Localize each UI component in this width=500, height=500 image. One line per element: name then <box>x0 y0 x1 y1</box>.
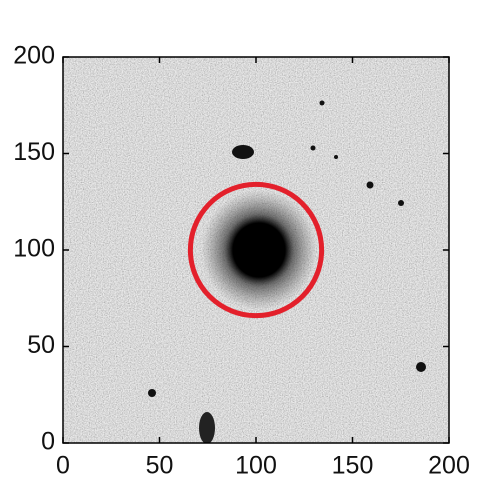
star <box>334 155 338 159</box>
star <box>199 412 215 443</box>
star <box>416 362 426 372</box>
star <box>232 145 254 159</box>
y-tick-label: 150 <box>13 138 55 166</box>
star <box>366 181 374 189</box>
y-tick-label: 0 <box>41 428 55 456</box>
sky-image <box>63 57 449 443</box>
x-tick-label: 0 <box>56 452 70 480</box>
y-tick-label: 100 <box>13 235 55 263</box>
y-tick-label: 50 <box>27 331 55 359</box>
x-tick-label: 100 <box>235 452 277 480</box>
aperture-circle <box>187 181 325 319</box>
x-tick-label: 150 <box>332 452 374 480</box>
star <box>319 100 325 106</box>
galaxy <box>201 190 317 310</box>
star <box>398 200 404 206</box>
x-tick-label: 200 <box>428 452 470 480</box>
y-tick-label: 200 <box>13 42 55 70</box>
x-tick-label: 50 <box>146 452 174 480</box>
star <box>148 389 156 397</box>
star <box>310 145 316 151</box>
